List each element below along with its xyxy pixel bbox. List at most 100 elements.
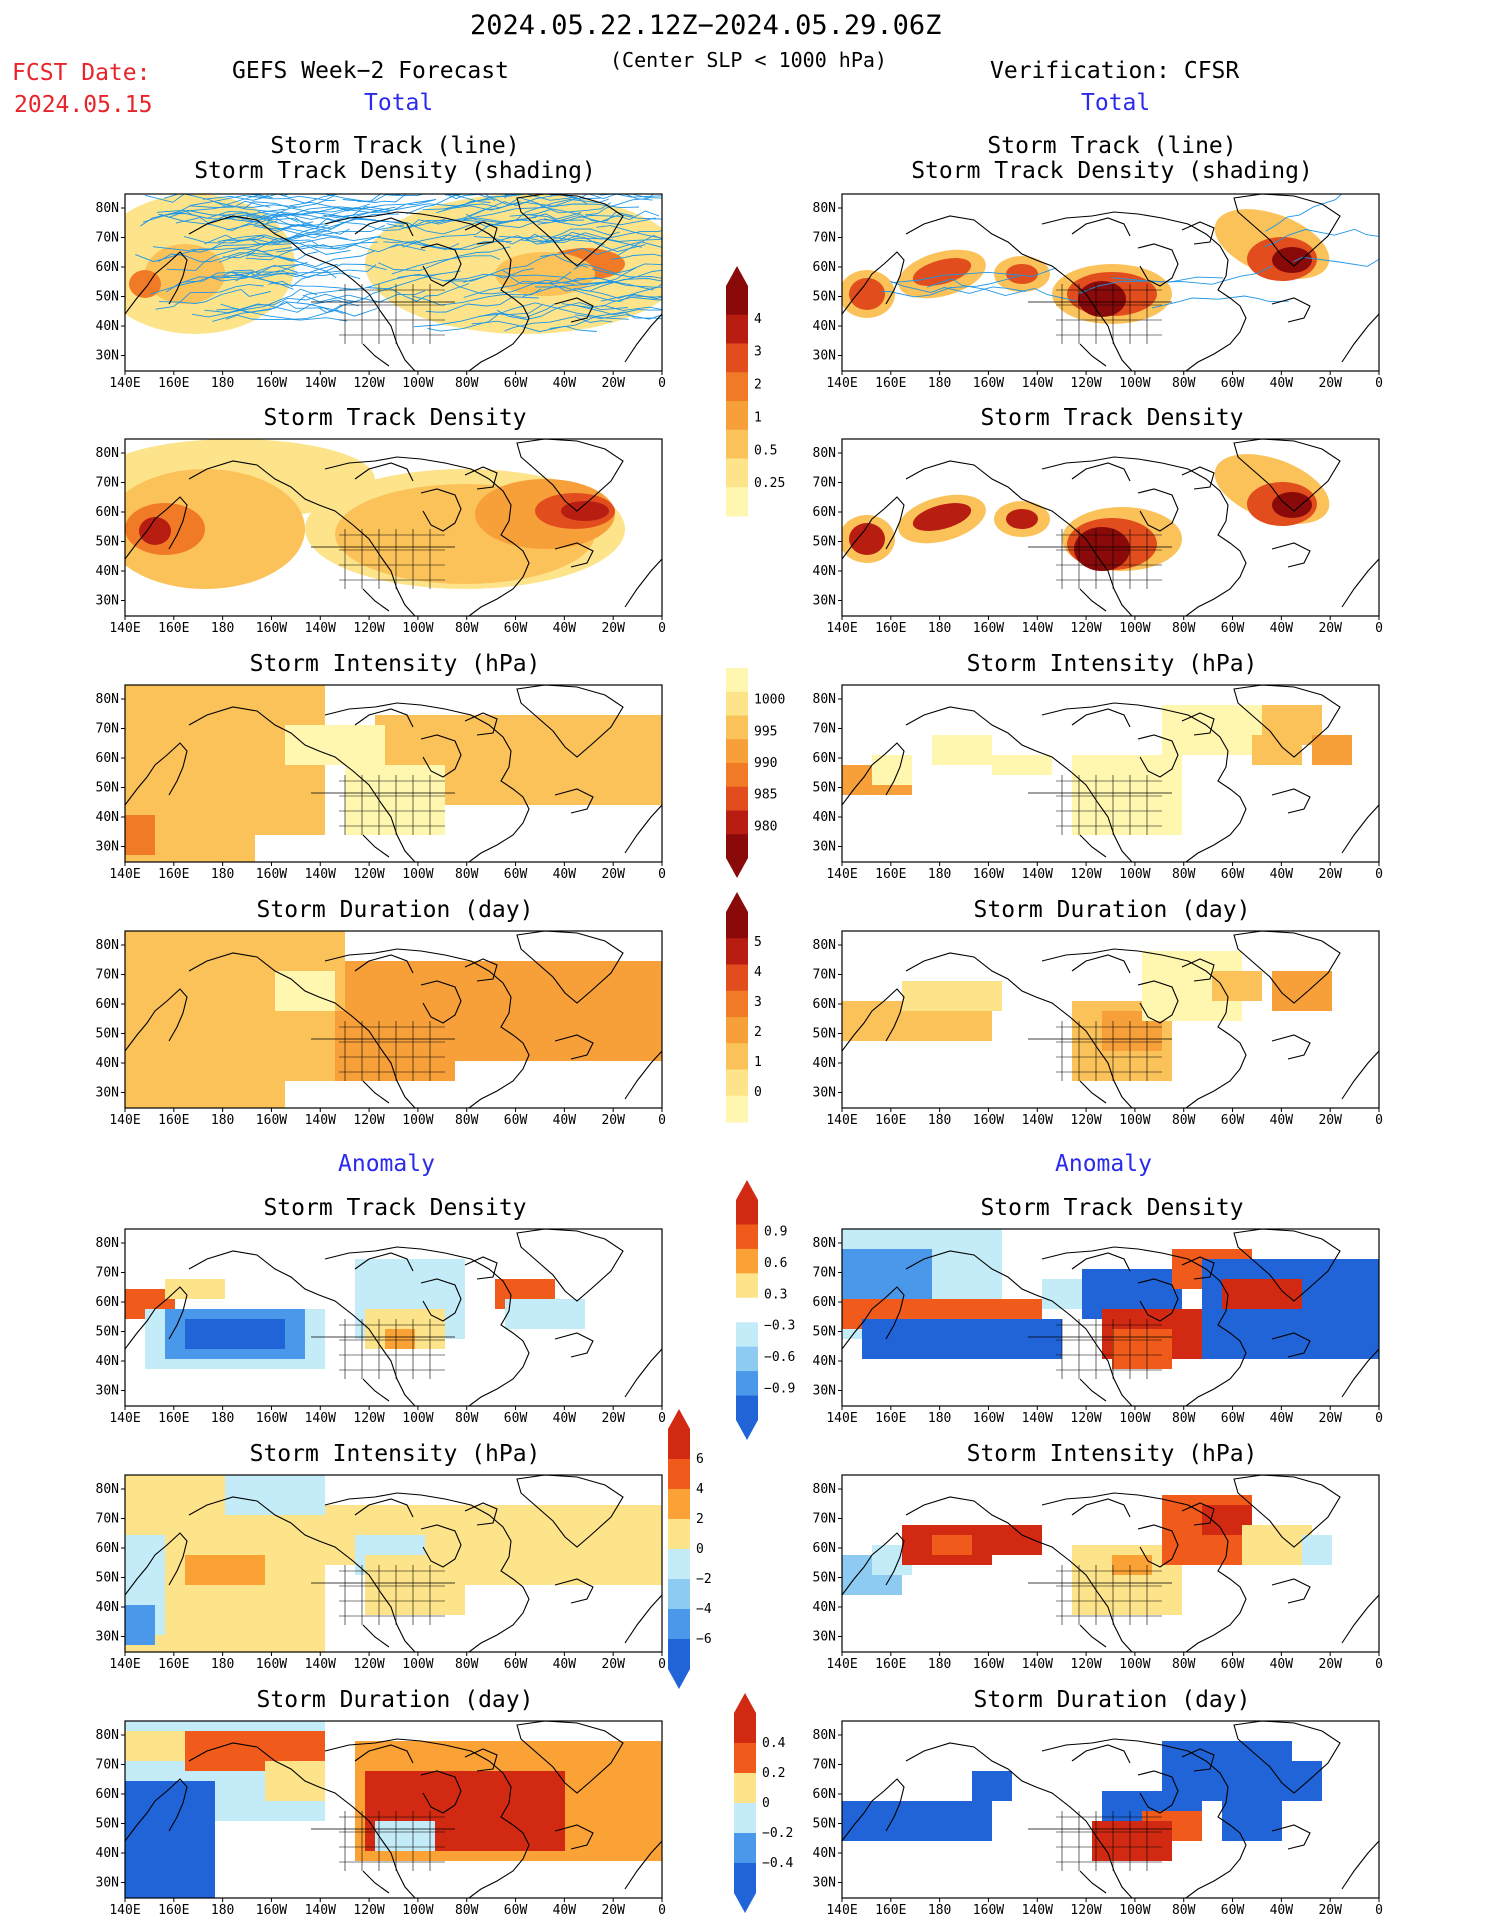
lat-tick-label: 30N	[813, 1086, 836, 1101]
title-r1-line2: Storm Track Density (shading)	[911, 158, 1313, 185]
lon-tick-label: 40W	[1270, 1903, 1294, 1918]
lon-tick-label: 100W	[402, 1113, 433, 1128]
left-anomaly-label: Anomaly	[338, 1151, 435, 1177]
lat-tick-label: 40N	[813, 1600, 836, 1615]
lat-tick-label: 70N	[96, 1512, 119, 1527]
lon-tick-label: 80W	[455, 1657, 479, 1672]
period-title: 2024.05.22.12Z−2024.05.29.06Z	[470, 10, 942, 41]
colorbar-tick-label: 4	[696, 1482, 704, 1497]
colorbar-swatch	[734, 1803, 756, 1834]
state-borders	[311, 529, 455, 589]
colorbar-tick-label: 2	[754, 378, 762, 393]
lon-tick-label: 40W	[553, 1903, 577, 1918]
lat-tick-label: 30N	[96, 840, 119, 855]
state-borders	[1028, 775, 1172, 835]
lon-tick-label: 100W	[402, 1657, 433, 1672]
colorbar-swatch	[726, 715, 748, 740]
title-r4: Storm Duration (day)	[973, 897, 1251, 923]
title-l2: Storm Track Density	[263, 405, 527, 431]
right-anomaly-label: Anomaly	[1055, 1151, 1152, 1177]
shading	[125, 1259, 585, 1369]
title-l1-line2: Storm Track Density (shading)	[194, 158, 596, 185]
lon-tick-label: 120W	[1070, 376, 1101, 391]
left-total-label: Total	[364, 90, 434, 116]
lon-tick-label: 20W	[1318, 867, 1342, 882]
lon-tick-label: 160W	[256, 376, 287, 391]
map-frame	[841, 1720, 1380, 1899]
map-frame	[124, 193, 663, 372]
colorbar-tick-label: −0.2	[762, 1826, 793, 1841]
lon-tick-label: 120W	[1070, 1657, 1101, 1672]
map-frame	[841, 1228, 1380, 1407]
title-r6: Storm Intensity (hPa)	[966, 1441, 1258, 1467]
lon-tick-label: 60W	[504, 621, 528, 636]
colorbar-swatch	[726, 938, 748, 965]
shading	[125, 1475, 662, 1652]
colorbar-swatch	[736, 1371, 758, 1397]
map-verif-density-anomaly: 140E 160E 180 160W 140W 120W 100W 80W 60W 40W 20W 0…	[813, 1228, 1383, 1426]
colorbar-tick-label: 4	[754, 312, 762, 327]
lat-tick-label: 50N	[813, 1027, 836, 1042]
lon-tick-label: 160W	[973, 621, 1004, 636]
colorbar-swatch	[668, 1609, 690, 1640]
lon-tick-label: 140W	[1022, 1657, 1053, 1672]
lon-tick-label: 140E	[109, 1113, 140, 1128]
colorbar-swatch	[726, 739, 748, 764]
lon-tick-label: 20W	[601, 1903, 625, 1918]
lon-tick-label: 140W	[1022, 1411, 1053, 1426]
colorbar-tick-label: −0.9	[764, 1382, 795, 1397]
lat-tick-label: 60N	[813, 1295, 836, 1310]
lat-tick-label: 60N	[96, 260, 119, 275]
map-frame	[841, 193, 1380, 372]
lat-tick-label: 50N	[813, 1571, 836, 1586]
colorbar-swatch	[726, 763, 748, 788]
left-model-label: GEFS Week−2 Forecast	[232, 58, 509, 84]
colorbar-duration-total: 5 4 3 2 1 0	[726, 892, 806, 1142]
map-forecast-intensity-anomaly: 140E 160E 180 160W 140W 120W 100W 80W 60W 40W 20W 0…	[96, 1474, 666, 1672]
lon-tick-label: 20W	[1318, 1903, 1342, 1918]
lat-tick-label: 70N	[813, 968, 836, 983]
lon-tick-label: 160E	[875, 867, 906, 882]
map-verif-duration-anomaly: 140E 160E 180 160W 140W 120W 100W 80W 60W 40W 20W 0…	[813, 1720, 1383, 1918]
lat-tick-label: 60N	[96, 1295, 119, 1310]
colorbar-swatch	[668, 1429, 690, 1460]
lat-tick-label: 50N	[813, 1817, 836, 1832]
lon-tick-label: 180	[928, 1411, 951, 1426]
lon-tick-label: 100W	[1119, 1113, 1150, 1128]
lon-tick-label: 140E	[826, 1657, 857, 1672]
lat-tick-label: 70N	[813, 476, 836, 491]
map-frame	[124, 1720, 663, 1899]
map-frame	[124, 1474, 663, 1653]
lon-tick-label: 100W	[1119, 867, 1150, 882]
lon-tick-label: 160W	[256, 867, 287, 882]
title-l4: Storm Duration (day)	[256, 897, 534, 923]
lon-tick-label: 160E	[158, 1657, 189, 1672]
lon-tick-label: 180	[928, 1113, 951, 1128]
colorbar-tick-label: 0.2	[762, 1766, 785, 1781]
map-verif-intensity: 140E 160E 180 160W 140W 120W 100W 80W 60W 40W 20W 0…	[813, 684, 1383, 882]
colorbar-swatch	[726, 343, 748, 373]
criterion-subtitle: (Center SLP < 1000 hPa)	[610, 48, 887, 72]
lat-tick-label: 60N	[813, 505, 836, 520]
lon-tick-label: 40W	[553, 1113, 577, 1128]
colorbar-swatch	[726, 458, 748, 488]
colorbar-swatch	[726, 786, 748, 811]
lon-tick-label: 60W	[504, 376, 528, 391]
lat-tick-label: 70N	[813, 1512, 836, 1527]
shading	[125, 1721, 662, 1898]
lon-tick-label: 20W	[1318, 376, 1342, 391]
lon-tick-label: 140E	[109, 1657, 140, 1672]
lat-tick-label: 80N	[96, 1482, 119, 1497]
lon-tick-label: 140W	[1022, 867, 1053, 882]
colorbar-swatch	[726, 1017, 748, 1044]
state-borders	[311, 775, 455, 835]
title-r1: Storm Track (line) Storm Track Density (…	[842, 133, 1382, 185]
lat-tick-label: 40N	[813, 1056, 836, 1071]
colorbar-tick-label: 1000	[754, 693, 785, 708]
lon-tick-label: 120W	[353, 1657, 384, 1672]
colorbar-arrow-up	[736, 1180, 758, 1200]
colorbar-tick-label: 0.5	[754, 443, 777, 458]
colorbar-arrow-down	[736, 1420, 758, 1440]
lat-tick-label: 80N	[813, 446, 836, 461]
state-borders	[311, 1319, 455, 1379]
